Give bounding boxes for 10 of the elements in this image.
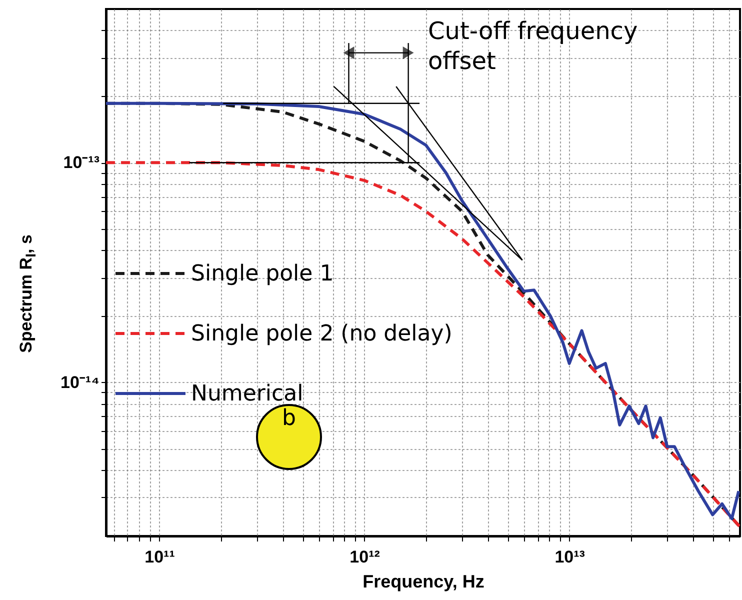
legend-label: Single pole 2 (no delay) <box>191 322 452 346</box>
y-tick-label: 10⁻¹³ <box>63 153 100 172</box>
legend-label: Numerical <box>191 382 304 406</box>
x-tick-label: 10¹³ <box>554 548 586 566</box>
x-axis-title: Frequency, Hz <box>362 572 484 592</box>
annotation: Cut-off frequency offset <box>428 16 639 76</box>
x-tick-label: 10¹² <box>350 548 380 566</box>
legend-label: Single pole 1 <box>191 262 334 286</box>
x-tick-label: 10¹¹ <box>144 548 176 566</box>
y-tick-label: 10⁻¹⁴ <box>60 372 100 392</box>
